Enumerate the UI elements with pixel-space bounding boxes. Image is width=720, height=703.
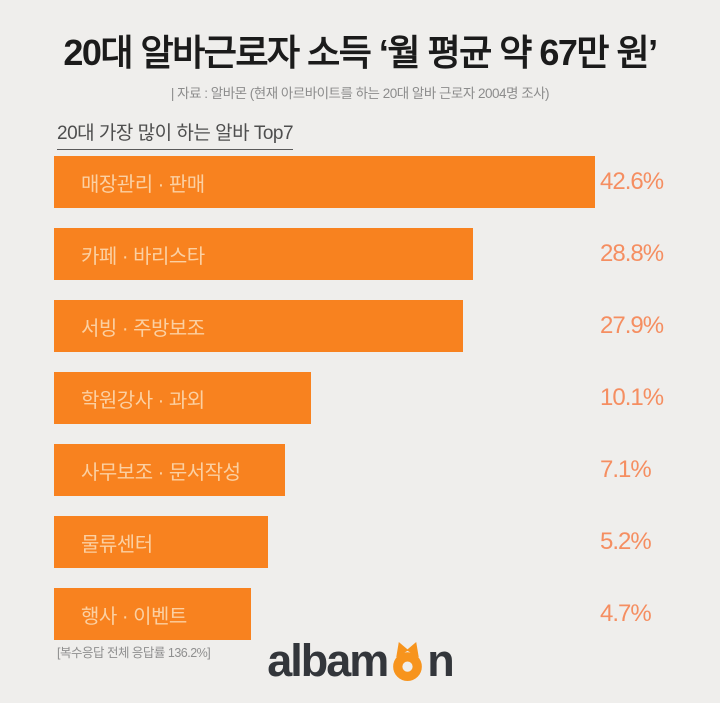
bar: 물류센터 xyxy=(54,516,268,568)
bar: 서빙 · 주방보조 xyxy=(54,300,463,352)
bar-label: 카페 · 바리스타 xyxy=(81,245,205,268)
bar-row: 카페 · 바리스타 28.8% xyxy=(54,228,720,280)
bar: 행사 · 이벤트 xyxy=(54,588,251,640)
bar-label: 서빙 · 주방보조 xyxy=(81,317,205,340)
bar-row: 학원강사 · 과외 10.1% xyxy=(54,372,720,424)
bar-value-label: 27.9% xyxy=(600,312,664,339)
albamon-logo: albam n xyxy=(0,635,720,687)
bar: 사무보조 · 문서작성 xyxy=(54,444,285,496)
bar-label: 매장관리 · 판매 xyxy=(81,173,205,196)
albamon-cat-icon xyxy=(393,642,423,681)
bar-row: 매장관리 · 판매 42.6% xyxy=(54,156,720,208)
bar-value-label: 10.1% xyxy=(600,384,664,411)
bar-value-label: 28.8% xyxy=(600,240,664,267)
bar-label: 행사 · 이벤트 xyxy=(81,605,187,628)
survey-footnote: [복수응답 전체 응답률 136.2%] xyxy=(57,646,211,660)
bar: 카페 · 바리스타 xyxy=(54,228,473,280)
bar-value-label: 4.7% xyxy=(600,600,652,627)
page-title: 20대 알바근로자 소득 ‘월 평균 약 67만 원’ xyxy=(63,32,658,73)
bar-row: 물류센터 5.2% xyxy=(54,516,720,568)
bar-chart: 매장관리 · 판매 42.6% 카페 · 바리스타 28.8% 서빙 · 주방보… xyxy=(54,156,720,660)
bar-value-label: 7.1% xyxy=(600,456,652,483)
source-note: | 자료 : 알바몬 (현재 아르바이트를 하는 20대 알바 근로자 2004… xyxy=(170,86,550,101)
bar-row: 사무보조 · 문서작성 7.1% xyxy=(54,444,720,496)
bar-label: 사무보조 · 문서작성 xyxy=(81,461,241,484)
chart-title: 20대 가장 많이 하는 알바 Top7 xyxy=(57,118,294,150)
bar-row: 행사 · 이벤트 4.7% xyxy=(54,588,720,640)
bar-row: 서빙 · 주방보조 27.9% xyxy=(54,300,720,352)
albamon-logo-text-right: n xyxy=(427,635,454,687)
bar: 매장관리 · 판매 xyxy=(54,156,595,208)
albamon-logo-text-left: albam xyxy=(267,635,389,687)
bar-label: 물류센터 xyxy=(81,533,153,556)
bar-value-label: 5.2% xyxy=(600,528,652,555)
bar-label: 학원강사 · 과외 xyxy=(81,389,205,412)
bar-value-label: 42.6% xyxy=(600,168,664,195)
bar: 학원강사 · 과외 xyxy=(54,372,311,424)
